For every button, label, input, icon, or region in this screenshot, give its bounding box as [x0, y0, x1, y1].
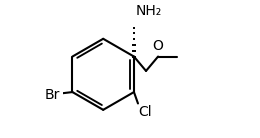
Text: Br: Br — [45, 88, 60, 102]
Text: O: O — [153, 39, 164, 53]
Text: NH₂: NH₂ — [136, 4, 162, 18]
Text: Cl: Cl — [139, 105, 152, 119]
